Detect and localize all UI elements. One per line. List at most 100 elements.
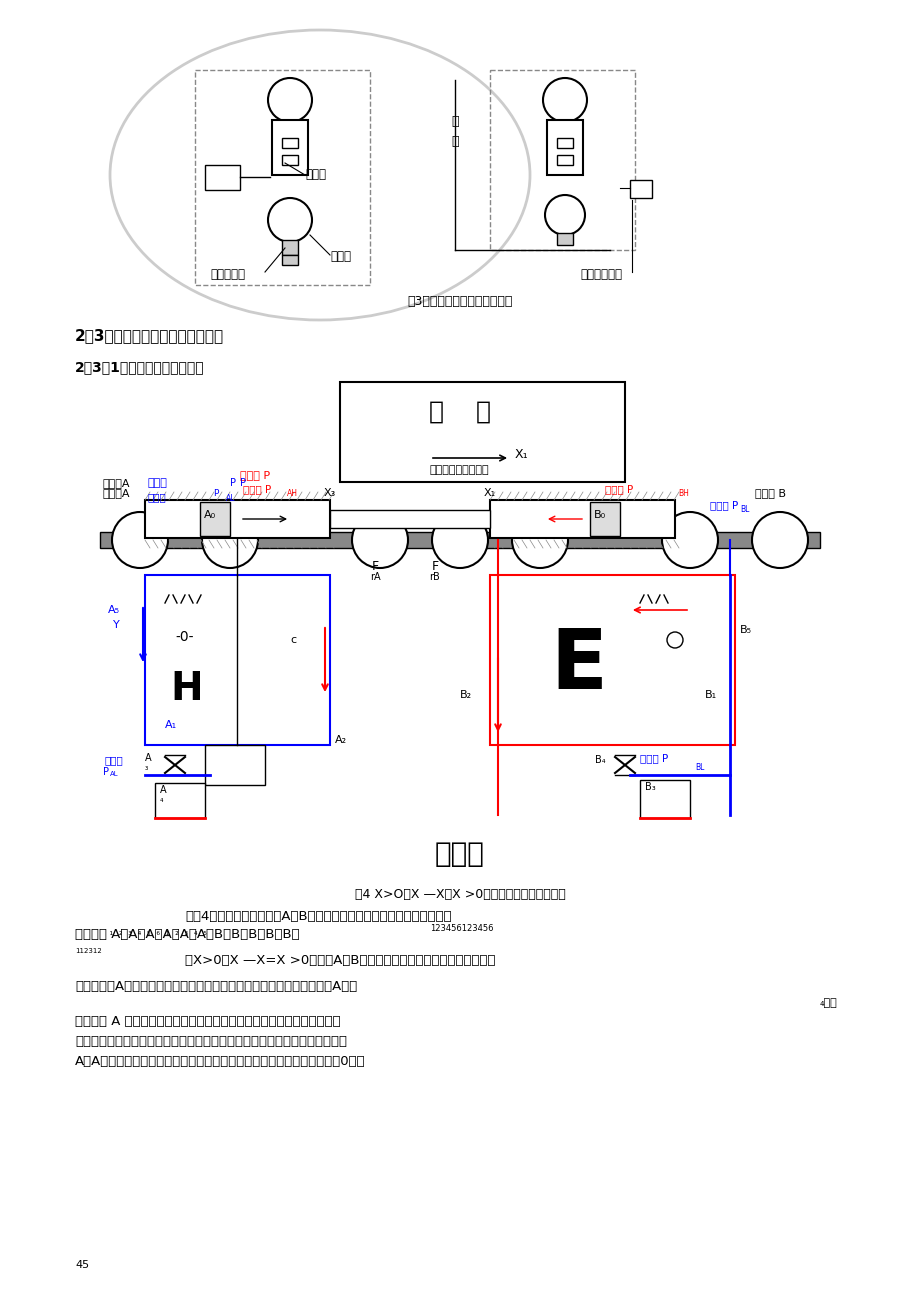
Text: 45: 45: [75, 1260, 89, 1269]
Bar: [195, 70, 369, 285]
Text: P: P: [103, 767, 108, 777]
Text: BL: BL: [739, 505, 749, 514]
Bar: [490, 575, 734, 745]
Text: AL: AL: [226, 493, 235, 503]
Text: 横向减振器: 横向减振器: [210, 268, 244, 281]
Text: B₃: B₃: [644, 783, 655, 792]
Bar: [490, 500, 675, 538]
Bar: [556, 155, 573, 165]
Text: 当X>0、X —X=X >0时，阀A、B得电动作，其对应的控制油路被接通。: 当X>0、X —X=X >0时，阀A、B得电动作，其对应的控制油路被接通。: [185, 954, 495, 967]
Bar: [282, 155, 298, 165]
Text: B₁: B₁: [704, 690, 716, 700]
Circle shape: [267, 198, 312, 242]
Text: P: P: [213, 490, 218, 497]
Text: 低压腔: 低压腔: [148, 478, 167, 488]
Text: B₅: B₅: [739, 625, 751, 635]
Bar: [272, 120, 308, 174]
Text: 123456123456: 123456123456: [429, 924, 493, 934]
Text: 腔（右腔）对无杆腔（左腔）在运动时体积差而所带来的供油流量不足。由于: 腔（右腔）对无杆腔（左腔）在运动时体积差而所带来的供油流量不足。由于: [75, 1035, 346, 1048]
Text: B₄: B₄: [595, 755, 605, 766]
Text: 加速度传感器: 加速度传感器: [579, 268, 621, 281]
Text: ₄: ₄: [160, 796, 164, 805]
Circle shape: [267, 78, 312, 122]
Text: 车    体: 车 体: [428, 400, 491, 424]
Text: 图4 X>O、X —X二X >0时半主动减振器工作状态: 图4 X>O、X —X二X >0时半主动减振器工作状态: [354, 888, 565, 901]
Text: 2．3．1天棚减振力方向的控制: 2．3．1天棚减振力方向的控制: [75, 359, 204, 374]
Text: 低压腔: 低压腔: [105, 755, 124, 766]
Text: A: A: [160, 785, 166, 796]
Text: 转向架: 转向架: [435, 840, 484, 868]
Bar: [282, 240, 298, 255]
Circle shape: [512, 512, 567, 568]
Text: A₅: A₅: [108, 605, 119, 615]
Bar: [199, 503, 230, 536]
Text: B₀: B₀: [594, 510, 606, 519]
Text: 高压腔 P: 高压腔 P: [243, 484, 271, 493]
Bar: [100, 533, 819, 548]
Text: 车: 车: [450, 115, 459, 128]
Text: 控制器: 控制器: [330, 250, 351, 263]
Bar: [282, 138, 298, 148]
Text: B₂: B₂: [460, 690, 471, 700]
Text: AH: AH: [287, 490, 298, 497]
Text: 2．3半主动悬挂系统工作原理分析: 2．3半主动悬挂系统工作原理分析: [75, 328, 224, 342]
Text: c: c: [289, 635, 296, 644]
Text: A: A: [145, 753, 152, 763]
Text: X₃: X₃: [323, 488, 335, 497]
Text: 减振器A: 减振器A: [103, 488, 130, 497]
Bar: [205, 745, 265, 785]
Bar: [556, 233, 573, 245]
Circle shape: [751, 512, 807, 568]
Text: X₁: X₁: [515, 448, 528, 461]
Circle shape: [542, 78, 586, 122]
Text: ₁  ₂  ₃  ₄  ₅  ₆  ₁  ₂  ₃  ₄  ₅: ₁ ₂ ₃ ₄ ₅ ₆ ₁ ₂ ₃ ₄ ₅: [75, 928, 207, 937]
Text: A₀: A₀: [204, 510, 216, 519]
Bar: [589, 503, 619, 536]
Text: 转向架: 转向架: [305, 168, 325, 181]
Text: 此时减振器A的活塞相对缸体向右运动（拉出），其右腔油液通过节流阀A和电: 此时减振器A的活塞相对缸体向右运动（拉出），其右腔油液通过节流阀A和电: [75, 980, 357, 993]
Text: 减振器 B: 减振器 B: [754, 488, 785, 497]
Text: Y: Y: [113, 620, 119, 630]
Text: 低压腔: 低压腔: [148, 492, 166, 503]
Circle shape: [352, 512, 407, 568]
Circle shape: [662, 512, 717, 568]
Text: rB: rB: [429, 572, 440, 582]
Text: E: E: [550, 625, 607, 706]
Text: P: P: [240, 478, 245, 488]
Text: 低压腔 P: 低压腔 P: [640, 753, 667, 763]
Text: A₂: A₂: [335, 736, 346, 745]
Text: ₄液比: ₄液比: [819, 999, 837, 1008]
Bar: [282, 255, 298, 266]
Text: 图3半主动悬挂系统的配置形式: 图3半主动悬挂系统的配置形式: [407, 296, 512, 309]
Bar: [145, 575, 330, 745]
Text: （车体速度向右时）: （车体速度向右时）: [429, 465, 489, 475]
Text: 减振器A: 减振器A: [103, 478, 130, 488]
Bar: [154, 783, 205, 818]
Bar: [145, 500, 330, 538]
Bar: [556, 138, 573, 148]
Text: BL: BL: [694, 763, 704, 772]
Circle shape: [112, 512, 168, 568]
Text: 高压腔 P: 高压腔 P: [240, 470, 270, 480]
Text: 如图4所示，半主动减振器A、B作用在车体与转向架之间，其对应的控制: 如图4所示，半主动减振器A、B作用在车体与转向架之间，其对应的控制: [185, 910, 451, 923]
Text: 例溢流阀 A 流向左腔。同时，油箱中储蓄的油液流进左腔，用于补偿有杆: 例溢流阀 A 流向左腔。同时，油箱中储蓄的油液流进左腔，用于补偿有杆: [75, 1016, 340, 1029]
Text: BH: BH: [677, 490, 688, 497]
Circle shape: [432, 512, 487, 568]
Text: A₁: A₁: [165, 720, 177, 730]
Bar: [547, 120, 583, 174]
Text: rA: rA: [369, 572, 380, 582]
Text: 体: 体: [450, 135, 459, 148]
Bar: [340, 381, 624, 482]
Circle shape: [544, 195, 584, 234]
Bar: [640, 780, 689, 818]
Bar: [490, 70, 634, 250]
Bar: [205, 165, 240, 190]
Circle shape: [666, 631, 682, 648]
Circle shape: [202, 512, 257, 568]
Text: A、A具有节流作用，因此，此时右腔为高压腔、左腔为低压腔（压力约为0）。: A、A具有节流作用，因此，此时右腔为高压腔、左腔为低压腔（压力约为0）。: [75, 1055, 365, 1068]
Bar: [330, 510, 490, 529]
Text: 高压腔 P: 高压腔 P: [605, 484, 632, 493]
Text: X₁: X₁: [483, 488, 495, 497]
Text: 112312: 112312: [75, 948, 102, 954]
Text: AL: AL: [110, 771, 119, 777]
